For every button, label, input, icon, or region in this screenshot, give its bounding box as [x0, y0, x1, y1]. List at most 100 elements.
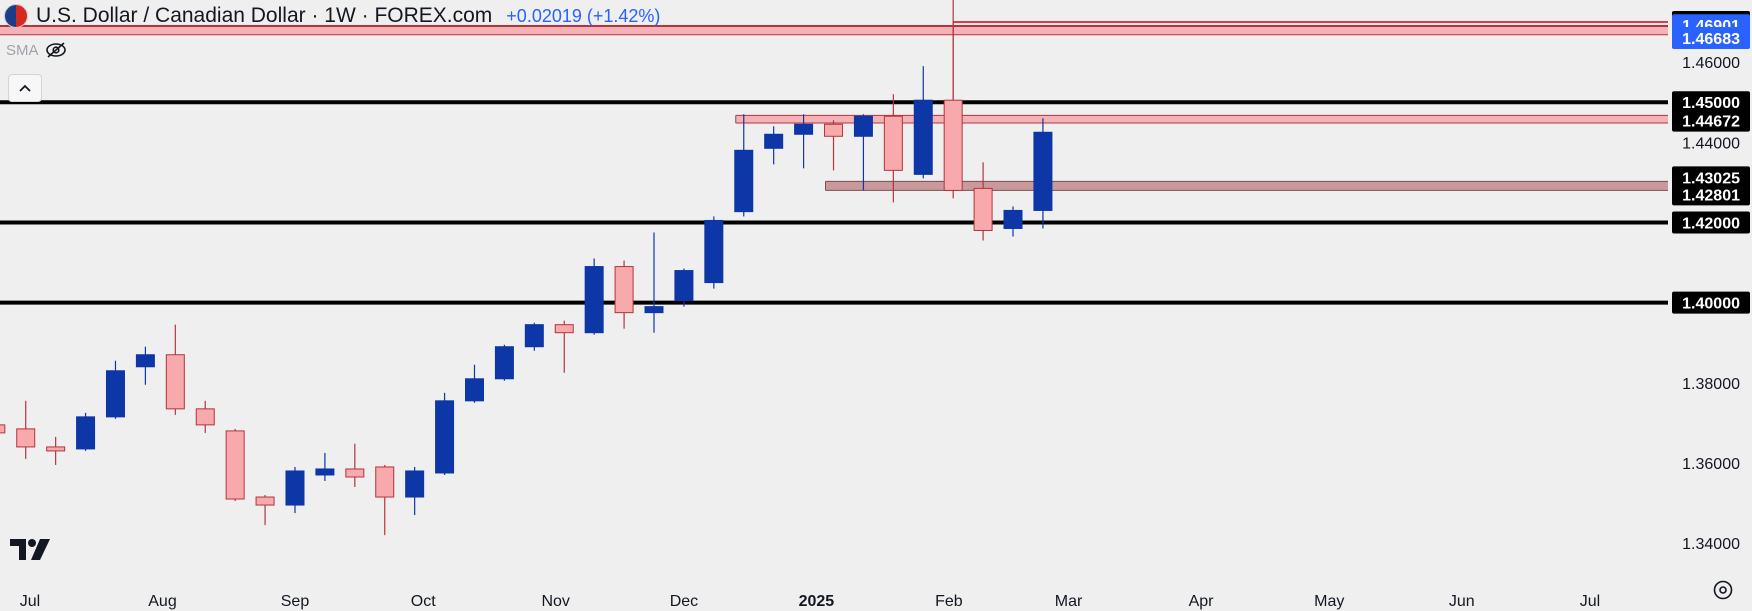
candle-body — [225, 430, 245, 500]
gear-icon — [1713, 580, 1733, 600]
candle-2024-11-03 — [554, 320, 574, 373]
candle-body — [494, 346, 514, 380]
candle-2025-02-16 — [1003, 206, 1023, 237]
level-price-label-2: 1.42000 — [1672, 211, 1750, 234]
x-tick-label: Jul — [20, 593, 40, 610]
levels-layer — [0, 21, 1668, 305]
x-tick-label: Dec — [670, 593, 698, 610]
candle-2024-11-24 — [644, 232, 664, 333]
x-tick-label: Oct — [411, 593, 436, 610]
candle-2024-08-04 — [165, 324, 185, 415]
x-tick-label: Sep — [281, 593, 310, 610]
candle-body — [614, 266, 634, 314]
candle-2024-12-22 — [764, 126, 784, 165]
level-price-label-3: 1.40000 — [1672, 291, 1750, 314]
candle-2024-12-01 — [674, 268, 694, 307]
y-tick-label: 1.46000 — [1682, 55, 1740, 72]
candle-body — [195, 408, 215, 426]
candle-body — [285, 470, 305, 506]
x-tick-label: Apr — [1189, 593, 1215, 610]
candle-2024-10-06 — [435, 392, 455, 475]
candle-body — [644, 306, 664, 314]
candle-2024-10-20 — [494, 344, 514, 381]
candle-2024-11-10 — [584, 258, 604, 335]
x-tick-label: 2025 — [799, 593, 835, 610]
candle-2025-01-05 — [824, 120, 844, 171]
candle-2024-09-08 — [315, 452, 335, 481]
y-tick-label: 1.34000 — [1682, 536, 1740, 553]
y-tick-label: 1.36000 — [1682, 456, 1740, 473]
zone-top-label-2-text: 1.43025 — [1682, 170, 1740, 187]
candle-2024-07-07 — [46, 436, 66, 465]
candle-body — [524, 324, 544, 348]
chart-header: U.S. Dollar / Canadian Dollar · 1W · FOR… — [0, 0, 660, 32]
zone-bottom-label-2-text: 1.42801 — [1682, 187, 1740, 204]
candle-body — [734, 149, 754, 213]
candle-2024-10-13 — [464, 364, 484, 403]
candle-body — [764, 133, 784, 149]
x-tick-label: Jun — [1449, 593, 1475, 610]
candle-2025-01-26 — [913, 66, 933, 179]
zones-layer — [0, 25, 1668, 191]
candle-2025-02-23 — [1033, 118, 1053, 229]
candle-body — [105, 370, 125, 418]
zone-bottom-label-0: 1.46683 — [1672, 26, 1750, 49]
collapse-legend-button[interactable] — [8, 74, 42, 102]
candle-body — [0, 424, 6, 434]
candle-2024-09-22 — [375, 464, 395, 536]
candle-2024-11-17 — [614, 260, 634, 329]
x-tick-label: Nov — [541, 593, 569, 610]
sma-indicator-label[interactable]: SMA — [6, 41, 39, 59]
candle-body — [554, 324, 574, 334]
level-price-label-3-text: 1.40000 — [1682, 296, 1740, 313]
candle-body — [16, 428, 36, 448]
candle-2024-07-28 — [135, 346, 155, 385]
eye-off-icon[interactable] — [43, 40, 69, 60]
candle-2024-07-14 — [76, 412, 96, 451]
level-price-label-1-text: 1.45000 — [1682, 95, 1740, 112]
candle-2024-08-25 — [255, 495, 275, 526]
price-axis[interactable]: 1.460001.440001.380001.360001.340001.470… — [1672, 11, 1750, 553]
x-tick-label: Aug — [148, 593, 176, 610]
candle-2025-01-19 — [883, 94, 903, 203]
candle-2025-02-09 — [973, 162, 993, 241]
candle-body — [853, 115, 873, 137]
candle-2024-09-15 — [345, 443, 365, 488]
zone-label-1: 1.44672 — [1672, 109, 1750, 132]
zone-1 — [735, 115, 1668, 124]
candle-2024-12-08 — [704, 216, 724, 289]
time-axis[interactable]: Jul Aug Sep Oct Nov Dec 2025 Feb Mar Apr May Jun Jul — [20, 593, 1600, 610]
candles-layer — [0, 0, 1053, 536]
candle-2025-01-12 — [853, 114, 873, 191]
level-price-label-1: 1.45000 — [1672, 91, 1750, 114]
indicator-row: SMA — [6, 40, 69, 60]
symbol-title[interactable]: U.S. Dollar / Canadian Dollar · 1W · FOR… — [36, 4, 493, 27]
candle-2024-06-23 — [0, 424, 6, 434]
candle-body — [943, 99, 963, 191]
candle-body — [375, 466, 395, 498]
candle-body — [345, 468, 365, 478]
candle-body — [1033, 131, 1053, 211]
zone-bottom-label-2: 1.42801 — [1672, 183, 1750, 206]
zone-label-1-text: 1.44672 — [1682, 114, 1740, 131]
usd-cad-flag-icon — [4, 4, 28, 28]
candle-2024-12-29 — [794, 114, 814, 169]
zone-bottom-label-2-box — [1672, 183, 1750, 206]
candle-2024-12-15 — [734, 114, 754, 217]
candle-body — [824, 123, 844, 137]
y-tick-label: 1.38000 — [1682, 376, 1740, 393]
level-price-label-2-text: 1.42000 — [1682, 215, 1740, 232]
candle-body — [165, 354, 185, 410]
zone-top-label-2-box — [1672, 166, 1750, 189]
chevron-up-icon — [19, 84, 31, 92]
zone-0 — [0, 26, 1668, 35]
candle-2024-08-11 — [195, 400, 215, 433]
chart-settings-button[interactable] — [1710, 577, 1736, 603]
tradingview-logo — [10, 539, 50, 560]
x-tick-label: Jul — [1580, 593, 1600, 610]
candle-2024-10-27 — [524, 322, 544, 351]
candle-body — [1003, 209, 1023, 229]
candle-body — [464, 378, 484, 402]
candle-body — [46, 446, 66, 452]
